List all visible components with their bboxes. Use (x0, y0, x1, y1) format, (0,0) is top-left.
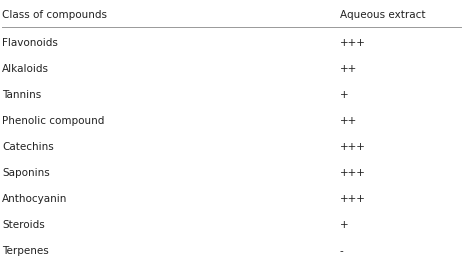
Text: ++: ++ (340, 64, 357, 74)
Text: +++: +++ (340, 142, 366, 152)
Text: Tannins: Tannins (2, 90, 41, 100)
Text: +++: +++ (340, 168, 366, 178)
Text: Aqueous extract: Aqueous extract (340, 10, 425, 20)
Text: -: - (340, 246, 344, 256)
Text: Terpenes: Terpenes (2, 246, 49, 256)
Text: Class of compounds: Class of compounds (2, 10, 107, 20)
Text: +++: +++ (340, 194, 366, 204)
Text: Alkaloids: Alkaloids (2, 64, 49, 74)
Text: +: + (340, 90, 349, 100)
Text: +++: +++ (340, 38, 366, 48)
Text: Anthocyanin: Anthocyanin (2, 194, 68, 204)
Text: ++: ++ (340, 116, 357, 126)
Text: +: + (340, 220, 349, 230)
Text: Phenolic compound: Phenolic compound (2, 116, 104, 126)
Text: Flavonoids: Flavonoids (2, 38, 58, 48)
Text: Steroids: Steroids (2, 220, 45, 230)
Text: Catechins: Catechins (2, 142, 54, 152)
Text: Saponins: Saponins (2, 168, 50, 178)
